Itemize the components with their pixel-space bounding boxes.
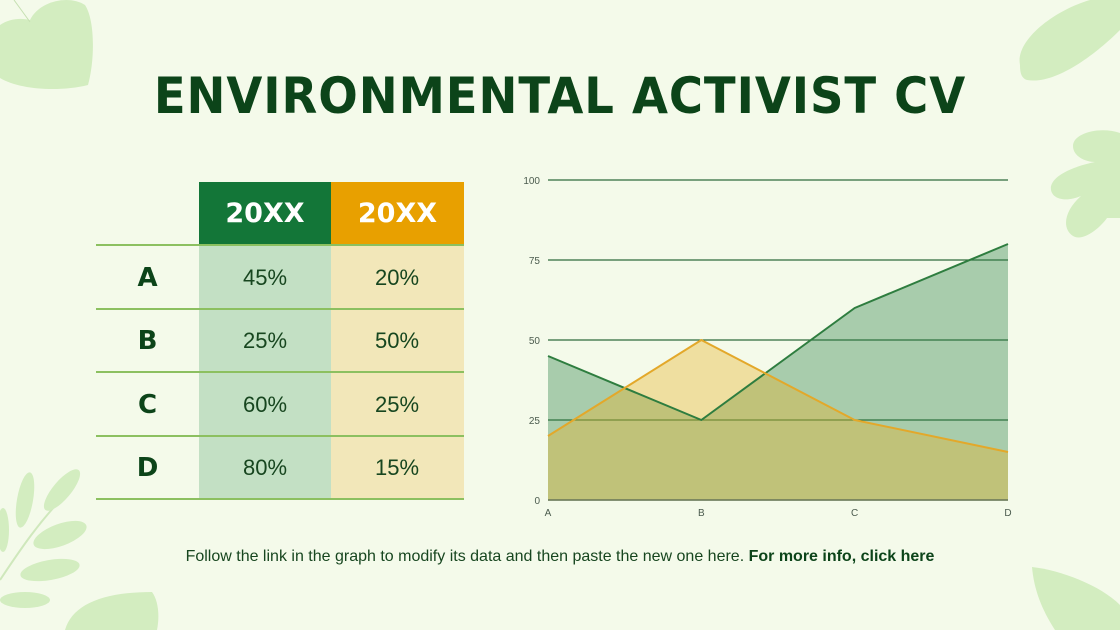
leaf-top-left-decoration bbox=[0, 0, 93, 90]
divider bbox=[96, 371, 464, 373]
y-tick-label: 25 bbox=[529, 416, 541, 427]
area-series-2 bbox=[548, 340, 1008, 500]
leaf-top-right-decoration bbox=[1019, 0, 1120, 81]
cell-value: 45% bbox=[242, 264, 288, 290]
leaf-right-decoration bbox=[1050, 130, 1120, 238]
divider bbox=[96, 244, 464, 246]
y-tick-label: 75 bbox=[529, 256, 541, 267]
row-label: C bbox=[137, 389, 158, 420]
fern-bottom-left-decoration bbox=[0, 469, 87, 608]
table-row: A 45% 20% bbox=[96, 246, 464, 309]
cell-value: 50% bbox=[374, 327, 420, 353]
table-row: B 25% 50% bbox=[96, 309, 464, 372]
cell-value: 25% bbox=[242, 327, 288, 353]
row-label: B bbox=[137, 325, 158, 356]
footer-text: Follow the link in the graph to modify i… bbox=[185, 548, 745, 565]
x-tick-label: A bbox=[545, 508, 552, 519]
cell-value: 25% bbox=[374, 391, 420, 417]
x-tick-label: D bbox=[1004, 508, 1011, 519]
more-info-link[interactable]: For more info, click here bbox=[748, 548, 935, 565]
cell-value: 20% bbox=[374, 264, 420, 290]
cell-value: 60% bbox=[242, 391, 288, 417]
footer-note: Follow the link in the graph to modify i… bbox=[0, 548, 1120, 566]
table-row: C 60% 25% bbox=[96, 373, 464, 436]
divider bbox=[96, 435, 464, 437]
line-series-2 bbox=[547, 339, 1009, 453]
x-tick-label: B bbox=[698, 508, 705, 519]
table-header-year-2: 20XX bbox=[331, 182, 464, 244]
y-tick-label: 100 bbox=[523, 176, 540, 187]
row-label: A bbox=[137, 262, 158, 293]
leaf-bottom-right-decoration bbox=[1032, 567, 1120, 630]
divider bbox=[96, 498, 464, 500]
page-title: ENVIRONMENTAL ACTIVIST CV bbox=[153, 67, 967, 125]
leaf-bottom-left-decoration bbox=[65, 592, 159, 630]
y-tick-label: 0 bbox=[534, 496, 540, 507]
area-series-1 bbox=[548, 244, 1008, 500]
row-label: D bbox=[136, 452, 159, 483]
cell-value: 15% bbox=[374, 454, 420, 480]
cell-value: 80% bbox=[242, 454, 288, 480]
line-series-1 bbox=[547, 243, 1009, 421]
divider bbox=[96, 308, 464, 310]
table-header-year-1: 20XX bbox=[199, 182, 331, 244]
table-row: D 80% 15% bbox=[96, 436, 464, 499]
y-tick-label: 50 bbox=[529, 336, 541, 347]
x-tick-label: C bbox=[851, 508, 858, 519]
